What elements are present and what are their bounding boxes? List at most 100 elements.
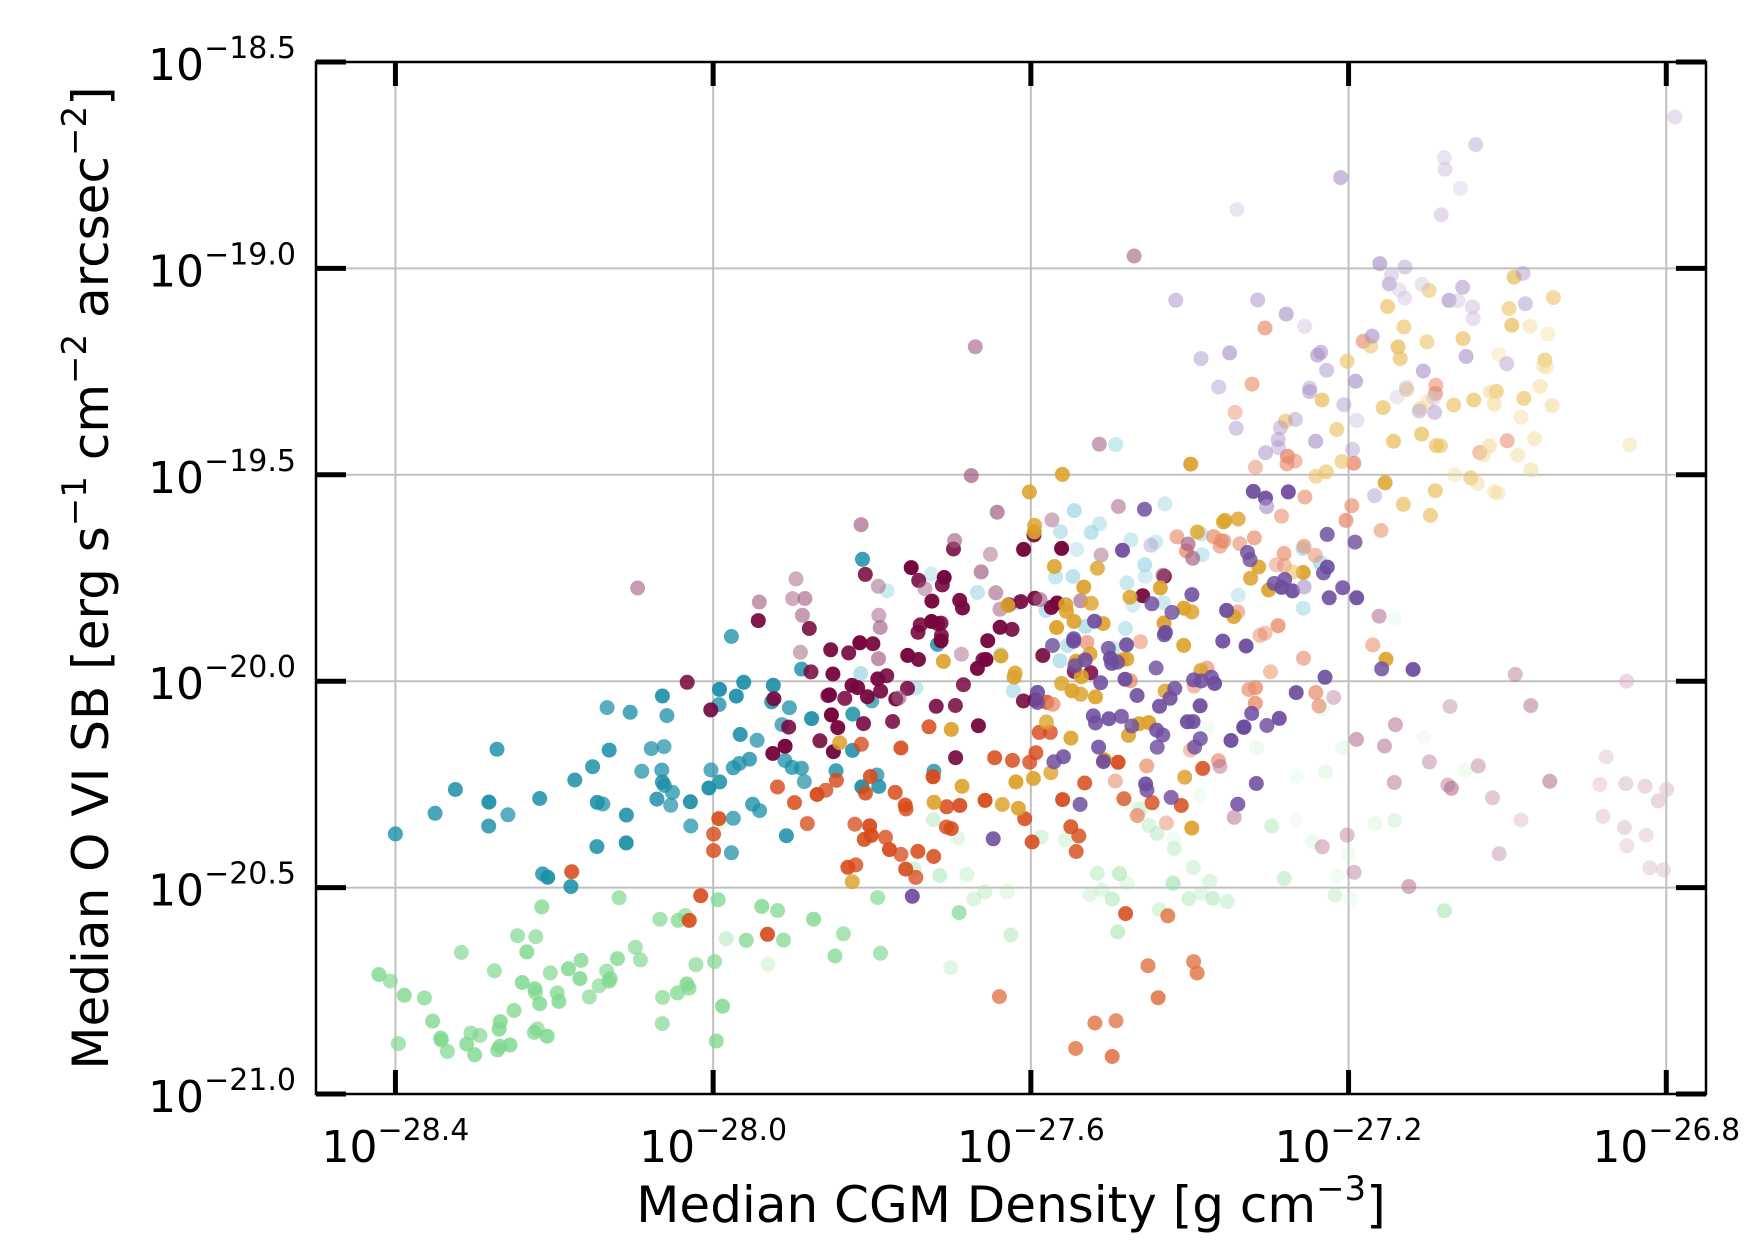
- data-point: [953, 646, 969, 662]
- data-point: [1296, 538, 1312, 554]
- data-point: [1087, 1015, 1103, 1031]
- data-point: [656, 778, 672, 793]
- data-point: [865, 636, 881, 652]
- data-point: [893, 740, 909, 756]
- series-pale-gold: [1412, 318, 1638, 501]
- data-point: [1391, 282, 1407, 298]
- data-point: [439, 1043, 455, 1059]
- data-point: [1244, 705, 1260, 721]
- data-point: [563, 879, 579, 895]
- data-point: [1271, 710, 1287, 726]
- data-point: [1008, 774, 1024, 790]
- data-point: [1185, 860, 1201, 875]
- data-point: [1250, 292, 1266, 308]
- data-point: [725, 810, 741, 826]
- data-point: [1365, 637, 1381, 653]
- data-point: [1452, 180, 1468, 196]
- data-point: [1428, 438, 1444, 454]
- data-point: [1083, 595, 1099, 611]
- data-point: [793, 760, 809, 776]
- data-point: [1118, 621, 1133, 636]
- data-point: [766, 691, 782, 707]
- data-point: [1149, 739, 1165, 755]
- data-point: [1076, 579, 1092, 595]
- data-point: [952, 592, 968, 608]
- data-point: [799, 816, 815, 832]
- data-point: [712, 681, 727, 697]
- data-point: [1045, 638, 1060, 653]
- data-point: [1329, 868, 1345, 884]
- data-point: [959, 867, 975, 882]
- data-point: [1030, 684, 1045, 700]
- data-point: [823, 642, 839, 658]
- data-point: [871, 779, 887, 794]
- data-point: [1443, 780, 1459, 796]
- data-point: [447, 782, 463, 797]
- data-point: [1025, 771, 1041, 786]
- data-point: [652, 911, 668, 927]
- data-point: [1100, 640, 1116, 656]
- data-point: [820, 688, 836, 704]
- data-point: [703, 762, 719, 778]
- data-point: [1003, 927, 1019, 943]
- data-point: [1087, 613, 1102, 629]
- x-axis-label: Median CGM Density [g cm−3]: [636, 1169, 1385, 1234]
- data-point: [1181, 891, 1197, 907]
- data-point: [1436, 903, 1452, 919]
- data-point: [1397, 290, 1413, 306]
- data-point: [1540, 326, 1556, 342]
- data-point: [970, 718, 986, 734]
- data-point: [1321, 590, 1337, 606]
- data-point: [1397, 259, 1413, 275]
- data-point: [904, 888, 920, 904]
- data-point: [1205, 891, 1221, 906]
- data-point: [1212, 759, 1228, 774]
- data-point: [770, 779, 785, 795]
- data-point: [1338, 512, 1354, 528]
- data-point: [776, 932, 791, 948]
- data-point: [1143, 537, 1159, 553]
- data-point: [781, 719, 797, 735]
- data-point: [1248, 776, 1264, 791]
- x-tick-base: 10: [957, 1122, 1013, 1173]
- data-point: [1392, 351, 1408, 367]
- data-point: [738, 932, 754, 948]
- data-point: [933, 633, 949, 649]
- x-tick-labels: 10−28.4 10−28.0 10−27.6 10−27.2 10−26.8: [321, 1113, 1740, 1173]
- data-point: [1152, 698, 1167, 714]
- data-point: [943, 721, 959, 737]
- data-point: [1287, 411, 1303, 427]
- data-point: [992, 619, 1008, 635]
- data-point: [1257, 320, 1273, 336]
- data-point: [1117, 671, 1133, 687]
- data-point: [1482, 438, 1498, 454]
- data-point: [1243, 570, 1259, 586]
- data-point: [1137, 568, 1153, 584]
- data-point: [1058, 597, 1074, 613]
- data-point: [1491, 846, 1507, 862]
- data-point: [1455, 279, 1471, 295]
- data-point: [1126, 248, 1142, 264]
- data-point: [1274, 508, 1289, 524]
- data-point: [897, 797, 913, 813]
- data-point: [1157, 496, 1173, 512]
- data-point: [1073, 669, 1089, 685]
- data-point: [1185, 714, 1201, 730]
- data-point: [1116, 791, 1132, 807]
- data-point: [1164, 604, 1180, 620]
- data-point: [1522, 318, 1538, 334]
- data-point: [1319, 526, 1335, 542]
- data-point: [1212, 538, 1228, 554]
- data-point: [1139, 758, 1155, 774]
- data-point: [1619, 838, 1635, 854]
- data-point: [1380, 299, 1396, 314]
- data-point: [912, 617, 928, 633]
- data-point: [1026, 524, 1042, 540]
- data-point: [1436, 150, 1452, 166]
- data-point: [844, 874, 860, 890]
- data-point: [1637, 778, 1653, 794]
- data-point: [939, 799, 955, 815]
- data-point: [425, 1013, 441, 1029]
- data-point: [1035, 648, 1051, 663]
- data-point: [1414, 426, 1430, 442]
